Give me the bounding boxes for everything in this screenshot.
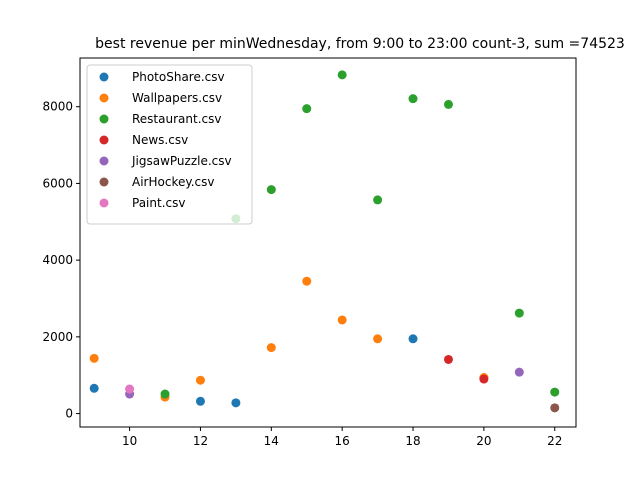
legend-box [86,64,253,225]
legend-label: Restaurant.csv [132,112,221,126]
data-points [89,70,560,413]
y-tick-label: 6000 [42,176,73,190]
x-axis: 10 12 14 16 18 20 22 [122,427,562,448]
data-point [373,195,383,205]
x-tick-label: 22 [547,434,562,448]
legend-label: News.csv [132,133,188,147]
data-point [89,353,99,363]
legend-marker [99,93,109,103]
legend-marker [99,177,109,187]
plot-area [79,57,577,428]
data-point [443,354,453,364]
data-point [231,398,241,408]
data-point [302,104,312,114]
legend-label: PhotoShare.csv [132,70,225,84]
data-point [408,334,418,344]
legend-marker [99,114,109,124]
data-point [195,375,205,385]
x-tick-label: 16 [335,434,350,448]
x-tick-label: 14 [264,434,279,448]
legend-label: JigsawPuzzle.csv [131,154,232,168]
data-point [514,367,524,377]
y-tick-label: 0 [65,407,73,421]
chart-title: best revenue per minWednesday, from 9:00… [95,36,625,52]
legend-marker [99,135,109,145]
data-point [89,383,99,393]
data-point [160,389,170,399]
data-point [337,315,347,325]
data-point [195,396,205,406]
legend-marker [99,156,109,166]
legend-label: Wallpapers.csv [132,91,222,105]
data-point [514,308,524,318]
y-axis: 0 2000 4000 6000 8000 [42,100,80,421]
data-point [266,185,276,195]
x-tick-label: 12 [193,434,208,448]
data-point [550,387,560,397]
y-tick-label: 2000 [42,330,73,344]
data-point [550,403,560,413]
legend-marker [99,198,109,208]
x-tick-label: 10 [122,434,137,448]
data-point [408,94,418,104]
legend-label: AirHockey.csv [132,175,215,189]
legend: PhotoShare.csv Wallpapers.csv Restaurant.c… [86,64,253,225]
x-tick-label: 18 [405,434,420,448]
data-point [373,334,383,344]
data-point [443,99,453,109]
legend-marker [99,72,109,82]
data-point [302,276,312,286]
x-tick-label: 20 [476,434,491,448]
y-tick-label: 8000 [42,100,73,114]
legend-label: Paint.csv [132,196,185,210]
data-point [266,343,276,353]
data-point [479,374,489,384]
data-point [125,384,135,394]
data-point [337,70,347,80]
y-tick-label: 4000 [42,253,73,267]
